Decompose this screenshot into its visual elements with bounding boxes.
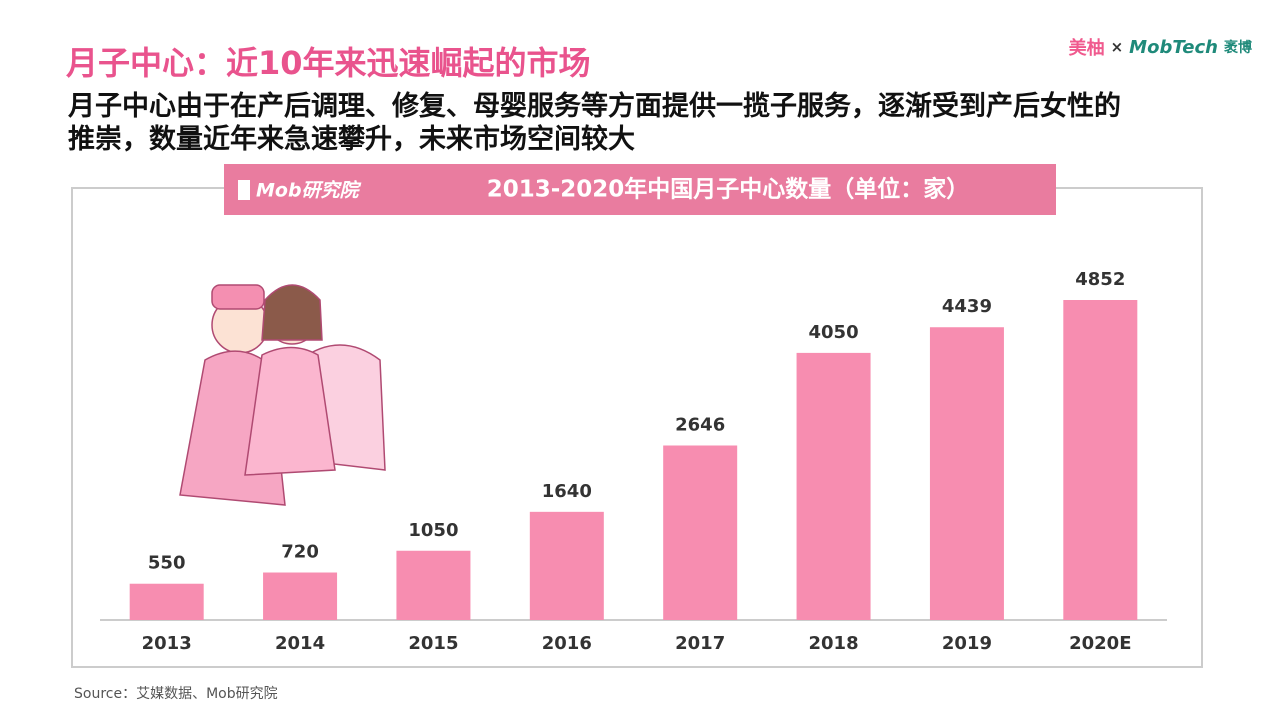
- x-tick-label: 2014: [275, 633, 325, 654]
- logos: 美柚 × MobTech 袤博: [1069, 34, 1252, 60]
- subtitle-line: 月子中心由于在产后调理、修复、母婴服务等方面提供一揽子服务，逐渐受到产后女性的: [68, 91, 1121, 122]
- banner-icon: [238, 180, 250, 200]
- value-label: 1640: [542, 481, 592, 502]
- chart-title: 2013-2020年中国月子中心数量（单位：家）: [487, 176, 970, 203]
- subtitle-line: 推崇，数量近年来急速攀升，未来市场空间较大: [68, 124, 635, 155]
- bar: [1063, 300, 1138, 620]
- bar: [929, 327, 1004, 620]
- logo-mobtech: MobTech: [1129, 36, 1218, 58]
- x-tick-label: 2015: [408, 633, 458, 654]
- x-tick-label: 2019: [942, 633, 992, 654]
- value-label: 4439: [942, 296, 992, 317]
- bar: [663, 445, 738, 620]
- bar: [529, 511, 604, 620]
- logo-separator: ×: [1110, 38, 1124, 56]
- logo-meiyou: 美柚: [1068, 38, 1105, 59]
- banner-logo: Mob研究院: [256, 180, 362, 202]
- x-tick-label: 2020E: [1069, 633, 1131, 654]
- banner: [224, 164, 1056, 215]
- bar: [263, 572, 338, 620]
- illustration: [179, 284, 386, 506]
- x-tick-label: 2016: [542, 633, 592, 654]
- value-label: 4050: [809, 322, 859, 343]
- value-label: 550: [148, 553, 186, 574]
- x-tick-label: 2018: [809, 633, 859, 654]
- x-tick-label: 2013: [142, 633, 192, 654]
- bar: [796, 352, 871, 620]
- bar: [396, 550, 471, 620]
- value-label: 1050: [408, 520, 458, 541]
- value-label: 720: [281, 542, 319, 563]
- slide-title: 月子中心：近10年来迅速崛起的市场: [66, 44, 591, 82]
- logo-mobtech-cn: 袤博: [1224, 40, 1252, 56]
- value-label: 4852: [1075, 269, 1125, 290]
- source: Source：艾媒数据、Mob研究院: [74, 686, 278, 702]
- bar: [129, 583, 204, 620]
- value-label: 2646: [675, 414, 725, 435]
- slide-subtitle: 月子中心由于在产后调理、修复、母婴服务等方面提供一揽子服务，逐渐受到产后女性的 …: [68, 90, 1121, 156]
- x-tick-label: 2017: [675, 633, 725, 654]
